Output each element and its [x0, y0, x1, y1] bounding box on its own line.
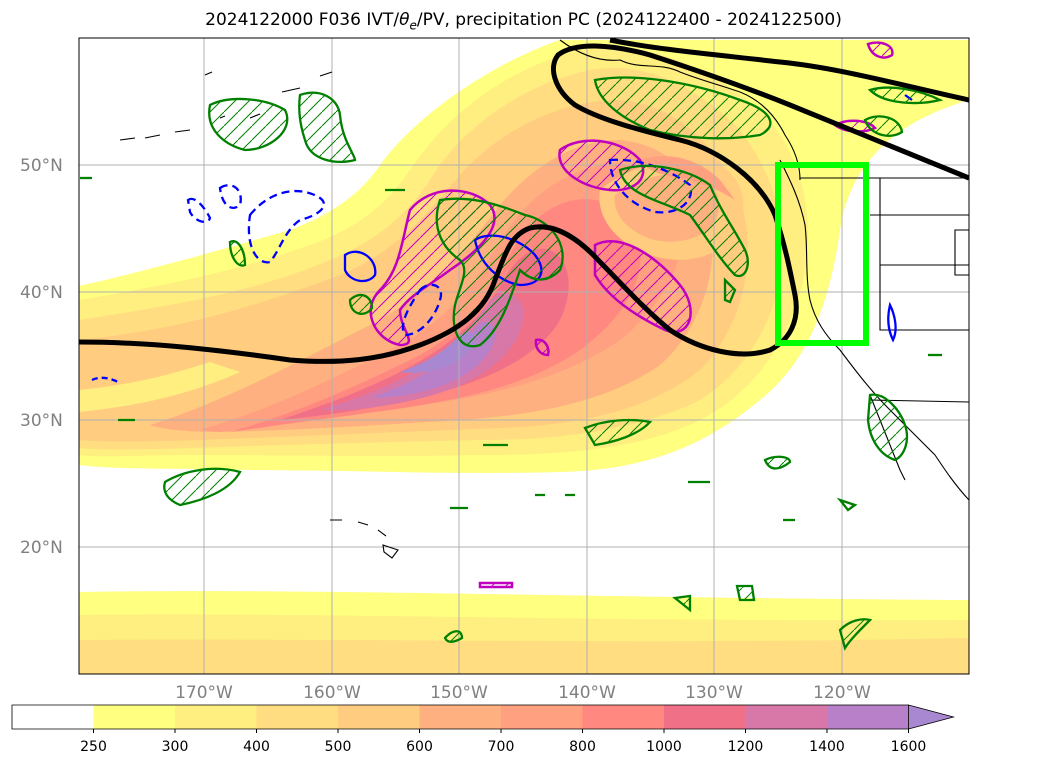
colorbar-segment	[12, 705, 94, 729]
pv-pos-south-1	[443, 630, 464, 643]
colorbar-label: 250	[80, 739, 107, 755]
lon-label-150w: 150°W	[430, 683, 488, 703]
ivt-south-band-400	[79, 638, 969, 674]
colorbar-segment	[338, 705, 420, 729]
colorbar-segment	[582, 705, 665, 729]
colorbar-segment	[175, 705, 257, 729]
pv-pos-west-2	[298, 91, 357, 163]
chart-title: 2024122000 F036 IVT/θe/PV, precipitation…	[205, 10, 842, 33]
pv-pos-sw	[163, 467, 242, 507]
pv-neg-dot-1	[91, 376, 119, 384]
hawaii	[330, 519, 399, 559]
theta-e-main	[79, 43, 969, 364]
pv-pos-small-5	[836, 497, 858, 512]
map-area	[79, 38, 969, 674]
north-america-west-coast	[779, 159, 969, 501]
lon-label-160w: 160°W	[303, 683, 361, 703]
colorbar-label: 500	[325, 739, 352, 755]
theta-e-contours	[79, 38, 969, 364]
colorbar-segment	[664, 705, 746, 729]
pv-pos-baja	[866, 393, 909, 462]
lon-label-120w: 120°W	[813, 683, 871, 703]
precip-offshore	[593, 240, 692, 334]
colorbar: 250 300 400 500 600 700 800 1000 1200 1400 1600	[11, 704, 956, 755]
pv-pos-subtropical	[583, 418, 653, 447]
colorbar-border	[11, 704, 909, 730]
pv-neg-central-1	[343, 250, 377, 283]
target-highlight-box	[775, 162, 869, 346]
lat-label-20: 20°N	[20, 538, 63, 558]
colorbar-label: 600	[406, 739, 433, 755]
pv-pos-central-2	[348, 293, 374, 315]
pv-pos-small-4	[723, 277, 737, 304]
colorbar-segment	[745, 705, 828, 729]
lat-label-30: 30°N	[20, 411, 63, 431]
colorbar-segment	[256, 705, 339, 729]
pv-pos-gulf-2	[863, 115, 904, 137]
colorbar-segment	[827, 705, 909, 729]
colorbar-segment	[419, 705, 502, 729]
pv-pos-gulf-1	[867, 86, 944, 105]
pv-pos-pnw-band	[618, 164, 749, 278]
lat-labels: 50°N 40°N 30°N 20°N	[20, 156, 63, 558]
theta-e-north	[609, 38, 969, 103]
lat-label-50: 50°N	[20, 156, 63, 176]
pv-pos-small-3	[763, 455, 792, 470]
precip-top-right-1	[866, 41, 894, 59]
colorbar-label: 1400	[809, 739, 845, 755]
pv-pos-west-1	[208, 97, 289, 152]
colorbar-label: 1600	[891, 739, 927, 755]
pv-neg-coast	[887, 301, 897, 343]
lat-label-40: 40°N	[20, 283, 63, 303]
precip-small-2	[478, 581, 514, 589]
pv-pos-west-small	[228, 240, 247, 267]
us-borders	[800, 177, 969, 331]
colorbar-extend-arrow	[908, 704, 956, 730]
lon-label-130w: 130°W	[685, 683, 743, 703]
pv-neg-west-2	[218, 184, 242, 209]
lon-labels: 170°W 160°W 150°W 140°W 130°W 120°W	[175, 683, 871, 703]
colorbar-segment	[93, 705, 176, 729]
colorbar-segment	[501, 705, 583, 729]
colorbar-label: 400	[243, 739, 270, 755]
precip-small-1	[534, 338, 550, 357]
pv-neg-dashed-mid	[401, 283, 443, 337]
colorbar-label: 1200	[728, 739, 764, 755]
pv-pos-small-1	[735, 584, 756, 602]
lon-label-140w: 140°W	[558, 683, 616, 703]
alaska-coast	[559, 39, 801, 181]
ivt-west-tail	[79, 362, 240, 412]
colorbar-label: 800	[569, 739, 596, 755]
colorbar-label: 1000	[646, 739, 682, 755]
ivt-main-1600	[400, 331, 475, 373]
pv-positive-contours	[80, 76, 944, 651]
pv-pos-alaska	[593, 76, 772, 140]
map-frame	[78, 37, 970, 675]
pv-neg-west-1	[186, 197, 212, 223]
pv-pos-small-2	[672, 594, 692, 613]
colorbar-label: 300	[162, 739, 189, 755]
lon-label-170w: 170°W	[175, 683, 233, 703]
colorbar-label: 700	[488, 739, 515, 755]
pv-pos-south-2	[838, 618, 873, 651]
